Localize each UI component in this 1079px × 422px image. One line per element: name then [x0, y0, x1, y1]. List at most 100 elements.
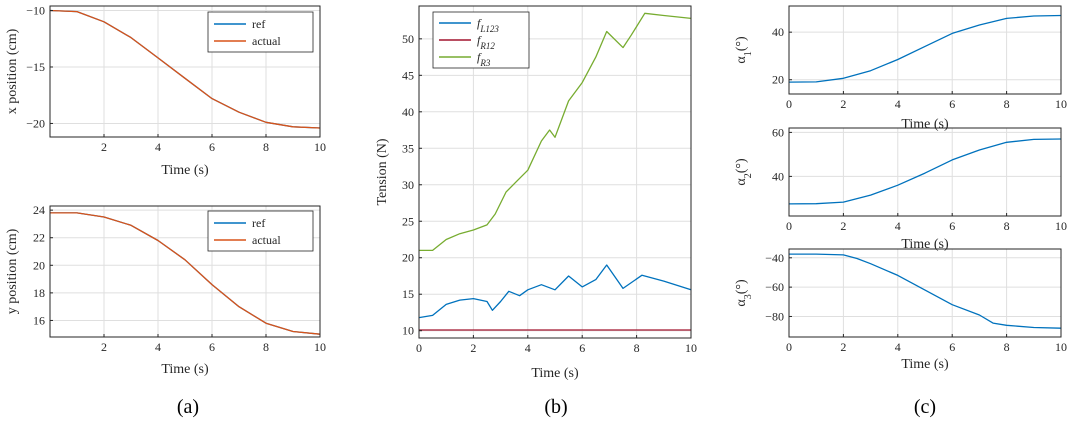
legend: ref actual	[207, 210, 314, 252]
x-tick-label: 10	[685, 341, 697, 355]
y-tick-label: 40	[772, 169, 784, 183]
x-tick-label: 10	[314, 140, 326, 154]
y-axis-label: y position (cm)	[5, 228, 20, 314]
x-tick-label: 10	[1055, 97, 1067, 111]
x-axis-label: Time (s)	[901, 357, 949, 372]
x-tick-label: 6	[949, 219, 955, 233]
x-tick-label: 4	[155, 340, 161, 354]
x-tick-label: 10	[1055, 219, 1067, 233]
y-axis-label: α1(°)	[734, 36, 754, 64]
y-tick-label: 20	[772, 73, 784, 87]
x-tick-label: 8	[1004, 97, 1010, 111]
series-line-f-R3	[419, 12, 692, 252]
axes-box	[788, 127, 1062, 217]
legend-label: ref	[252, 216, 265, 230]
y-tick-label: 25	[402, 214, 414, 228]
y-tick-label: −80	[765, 309, 784, 323]
x-tick-label: 4	[155, 140, 161, 154]
y-tick-label: 20	[33, 258, 45, 272]
x-tick-label: 8	[263, 340, 269, 354]
y-tick-label: −60	[765, 280, 784, 294]
y-axis-label: x position (cm)	[5, 28, 20, 114]
y-tick-label: 60	[772, 125, 784, 139]
chart-c3: 0 2 4 6 8 10 −80 −60 −40 Time (s) α3(°)	[734, 248, 1067, 372]
y-tick-label: 35	[402, 141, 414, 155]
x-tick-label: 4	[895, 219, 901, 233]
y-tick-label: −40	[765, 251, 784, 265]
legend: ref actual	[207, 11, 314, 53]
caption-b: (b)	[544, 396, 567, 418]
series-line-actual	[50, 212, 321, 335]
axes-box	[418, 5, 692, 339]
x-tick-label: 0	[786, 97, 792, 111]
y-tick-label: 16	[33, 313, 45, 327]
axes-box	[788, 5, 1062, 95]
y-tick-label: 20	[402, 251, 414, 265]
chart-c2: 0 2 4 6 8 10 40 60 Time (s) α2(°)	[734, 125, 1067, 252]
x-tick-label: 8	[1004, 340, 1010, 354]
x-tick-label: 10	[1055, 340, 1067, 354]
caption-a: (a)	[177, 396, 199, 418]
chart-a1: 2 4 6 8 10 −20 −15 −10 Time (s) x position (cm) re…	[5, 4, 326, 178]
y-tick-label: 10	[402, 324, 414, 338]
legend-label: actual	[252, 233, 281, 247]
legend-label: fR3	[477, 50, 491, 68]
series-line-f-L123	[418, 264, 692, 319]
x-tick-label: 2	[470, 341, 476, 355]
y-tick-label: −20	[26, 116, 45, 130]
x-axis-label: Time (s)	[161, 163, 209, 178]
axes-box	[49, 205, 321, 338]
legend-label: fL123	[477, 16, 499, 34]
x-axis-label: Time (s)	[901, 237, 949, 252]
x-tick-label: 4	[525, 341, 531, 355]
y-tick-label: 40	[772, 25, 784, 39]
legend-box	[207, 210, 314, 252]
y-tick-label: −10	[26, 4, 45, 18]
series-line-data	[788, 14, 1062, 83]
y-axis-label: α3(°)	[734, 279, 754, 307]
x-tick-label: 0	[786, 219, 792, 233]
caption-c: (c)	[914, 396, 936, 418]
x-tick-label: 2	[101, 140, 107, 154]
x-tick-label: 4	[895, 340, 901, 354]
series-line-data	[788, 138, 1062, 205]
x-tick-label: 6	[209, 140, 215, 154]
x-tick-label: 8	[634, 341, 640, 355]
x-axis-label: Time (s)	[901, 117, 949, 132]
y-axis-label: Tension (N)	[375, 138, 390, 205]
y-tick-label: 18	[33, 286, 45, 300]
series-line-data	[789, 253, 1062, 329]
y-tick-label: 15	[402, 287, 414, 301]
y-tick-label: 30	[402, 178, 414, 192]
legend-label: fR12	[477, 33, 495, 51]
x-tick-label: 2	[840, 219, 846, 233]
y-tick-label: 24	[33, 203, 45, 217]
y-axis-label: α2(°)	[734, 158, 754, 186]
x-tick-label: 4	[895, 97, 901, 111]
x-axis-label: Time (s)	[161, 362, 209, 377]
legend-label: ref	[252, 17, 265, 31]
chart-b: 0 2 4 6 8 10 10 15 20 25 30 35 40 45 50 Time (s) Tension…	[375, 5, 697, 381]
x-tick-label: 8	[263, 140, 269, 154]
x-tick-label: 6	[949, 340, 955, 354]
y-tick-label: 50	[402, 32, 414, 46]
x-tick-label: 0	[786, 340, 792, 354]
axes-box	[49, 5, 321, 138]
x-tick-label: 2	[840, 97, 846, 111]
x-tick-label: 6	[579, 341, 585, 355]
series-line-actual	[49, 9, 321, 129]
x-tick-label: 2	[101, 340, 107, 354]
x-tick-label: 10	[314, 340, 326, 354]
legend-label: actual	[252, 34, 281, 48]
x-tick-label: 8	[1004, 219, 1010, 233]
y-tick-label: 40	[402, 105, 414, 119]
y-tick-label: 45	[402, 68, 414, 82]
y-tick-label: −15	[26, 60, 45, 74]
x-tick-label: 6	[949, 97, 955, 111]
axes-box	[788, 248, 1062, 338]
x-tick-label: 0	[416, 341, 422, 355]
